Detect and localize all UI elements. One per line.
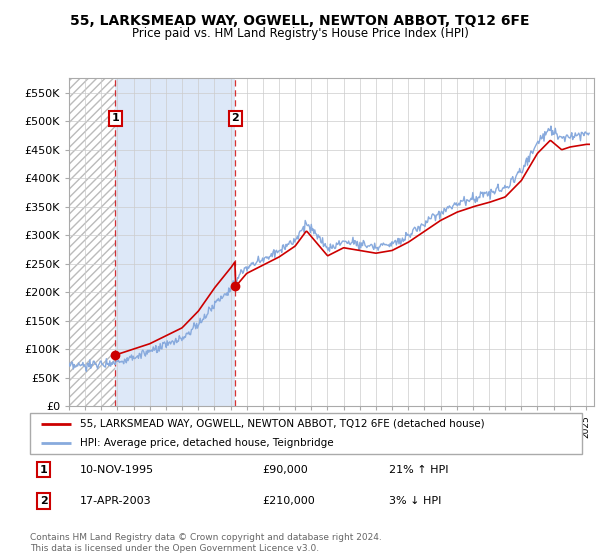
Text: 10-NOV-1995: 10-NOV-1995	[80, 465, 154, 475]
Text: 2: 2	[40, 496, 47, 506]
Text: £210,000: £210,000	[262, 496, 314, 506]
Text: 17-APR-2003: 17-APR-2003	[80, 496, 151, 506]
Text: 2: 2	[232, 113, 239, 123]
Text: 55, LARKSMEAD WAY, OGWELL, NEWTON ABBOT, TQ12 6FE: 55, LARKSMEAD WAY, OGWELL, NEWTON ABBOT,…	[70, 14, 530, 28]
Text: 55, LARKSMEAD WAY, OGWELL, NEWTON ABBOT, TQ12 6FE (detached house): 55, LARKSMEAD WAY, OGWELL, NEWTON ABBOT,…	[80, 419, 484, 429]
Text: 3% ↓ HPI: 3% ↓ HPI	[389, 496, 441, 506]
Bar	[115, 78, 235, 406]
Text: 1: 1	[112, 113, 119, 123]
Text: 21% ↑ HPI: 21% ↑ HPI	[389, 465, 448, 475]
Bar	[69, 78, 115, 406]
Text: HPI: Average price, detached house, Teignbridge: HPI: Average price, detached house, Teig…	[80, 438, 334, 448]
Text: £90,000: £90,000	[262, 465, 308, 475]
Text: Contains HM Land Registry data © Crown copyright and database right 2024.
This d: Contains HM Land Registry data © Crown c…	[30, 533, 382, 553]
Text: 1: 1	[40, 465, 47, 475]
Text: Price paid vs. HM Land Registry's House Price Index (HPI): Price paid vs. HM Land Registry's House …	[131, 27, 469, 40]
